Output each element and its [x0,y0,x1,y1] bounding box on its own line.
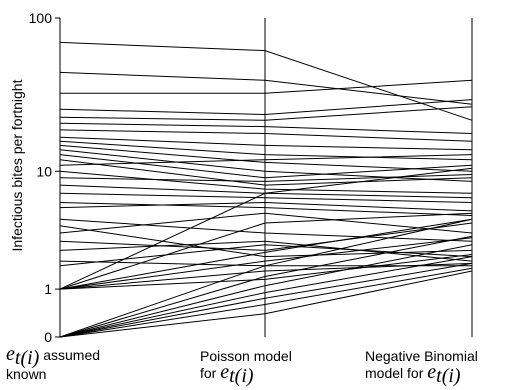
series-line-18 [59,192,473,203]
series-line-4 [59,99,473,116]
series-line-8 [59,136,473,151]
series-line-14 [59,154,473,166]
series-line-30 [59,262,473,290]
series-line-2 [59,71,473,105]
series-line-13 [59,159,473,186]
series-line-24 [59,222,473,251]
y-tick-label: 0 [44,329,52,345]
y-tick-label: 1 [44,281,52,297]
series-line-20 [59,201,473,212]
series-line-23 [59,212,473,234]
series-line-40 [59,270,473,338]
series-line-39 [59,267,473,338]
y-axis-label: Infectious bites per fortnight [9,79,25,251]
series-lines [59,41,473,338]
series-line-28 [59,218,473,290]
series-line-5 [59,106,473,121]
y-tick-label: 10 [36,163,52,179]
series-line-6 [59,122,473,134]
series-line-33 [59,212,473,290]
series-line-38 [59,262,473,338]
category-label-negbin: Negative Binomial model for et(i) [365,348,478,387]
series-line-21 [59,218,473,242]
category-label-poisson: Poisson model for et(i) [200,348,292,387]
series-line-25 [59,240,473,262]
series-line-1 [59,41,473,121]
series-line-11 [59,149,473,182]
series-line-36 [59,244,473,338]
series-line-34 [59,218,473,338]
series-line-12 [59,154,473,179]
category-label-known: et(i) assumed known [6,343,101,382]
series-line-31 [59,254,473,290]
axes: 0 1 10 100 [29,10,473,345]
series-line-27 [59,244,473,267]
series-line-19 [59,202,473,216]
series-line-9 [59,140,473,161]
series-line-29 [59,237,473,290]
series-line-32 [59,192,473,290]
series-line-3 [60,79,473,94]
series-line-35 [59,235,473,338]
series-line-7 [59,129,473,142]
y-tick-label: 100 [29,10,53,26]
series-line-15 [59,170,473,194]
series-line-10 [59,144,473,172]
series-line-37 [59,256,473,338]
